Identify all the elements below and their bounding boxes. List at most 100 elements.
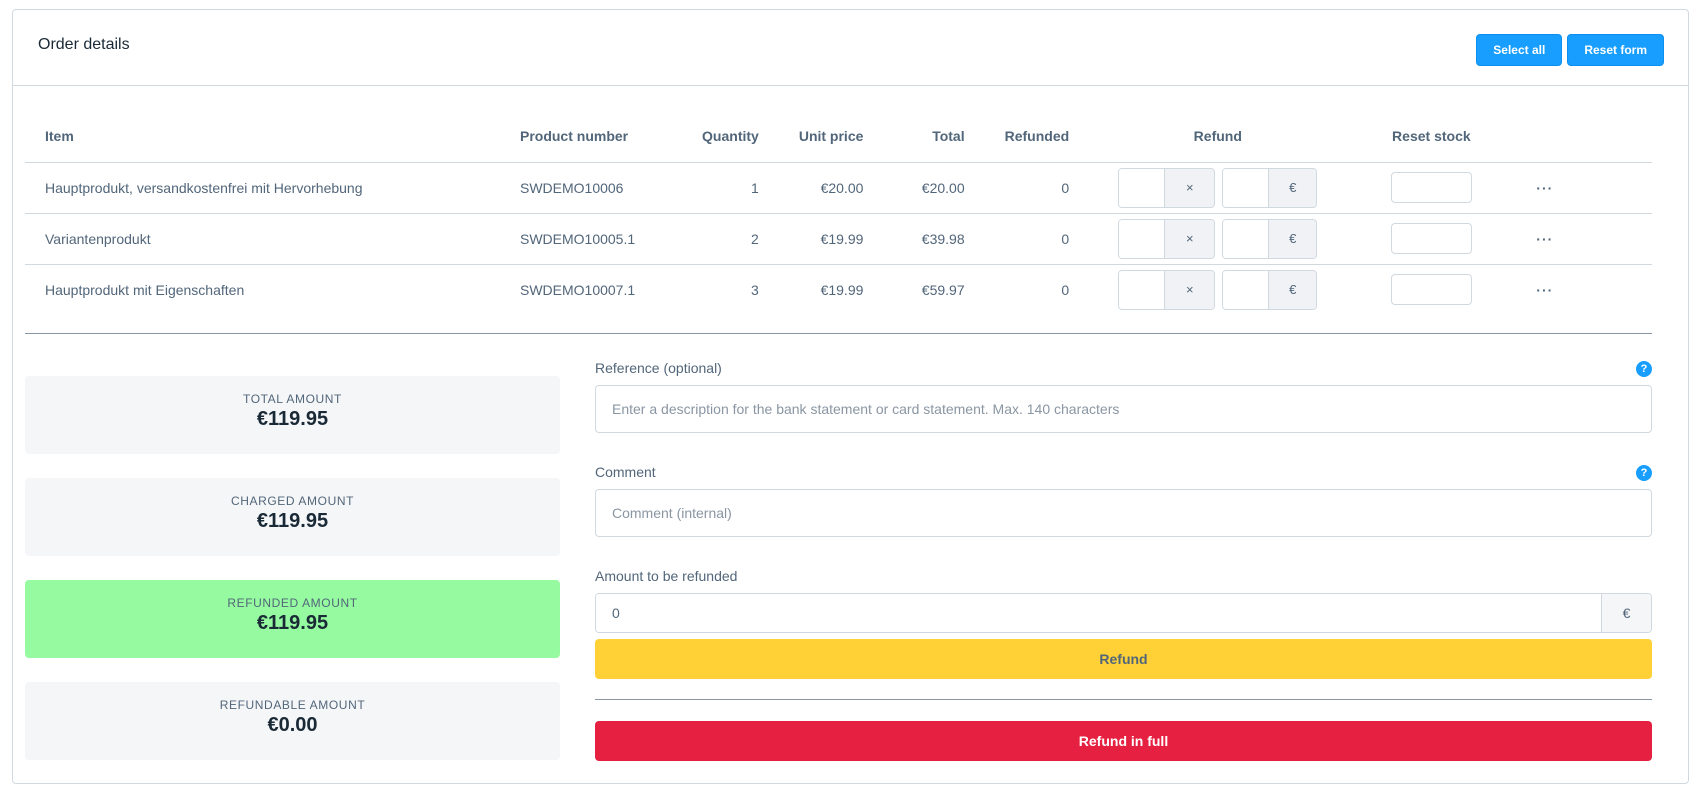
more-options-icon[interactable]: ···: [1536, 230, 1554, 247]
refund-amount-group: €: [1222, 218, 1318, 259]
refund-button[interactable]: Refund: [595, 639, 1652, 679]
page-title: Order details: [38, 36, 130, 53]
unit-price: €20.00: [778, 162, 884, 214]
form-divider: [595, 699, 1652, 700]
col-refund: Refund: [1089, 111, 1347, 163]
refund-amount-input[interactable]: [1223, 270, 1269, 309]
refund-quantity-input[interactable]: [1119, 270, 1165, 309]
charged-amount-box: CHARGED AMOUNT €119.95: [25, 478, 560, 556]
header-actions: Select all Reset form: [1476, 34, 1664, 66]
reference-label-row: Reference (optional) ?: [595, 360, 1652, 380]
refund-cell: × €: [1089, 162, 1347, 214]
reset-stock-input[interactable]: [1390, 172, 1472, 203]
reference-label: Reference (optional): [595, 360, 722, 376]
refunded-quantity: 0: [984, 213, 1090, 265]
reset-stock-input[interactable]: [1390, 223, 1472, 254]
more-options-icon[interactable]: ···: [1536, 281, 1554, 298]
col-quantity: Quantity: [669, 111, 779, 163]
refund-button-wrap: Refund: [595, 639, 1652, 679]
comment-field-wrap: [595, 489, 1652, 537]
refund-quantity-group: ×: [1118, 167, 1216, 208]
table-row: Hauptprodukt, versandkostenfrei mit Herv…: [25, 162, 1652, 214]
col-actions: [1516, 111, 1652, 163]
currency-addon: €: [1268, 270, 1317, 309]
refund-amount-group: €: [1222, 269, 1318, 310]
col-product-number: Product number: [499, 111, 670, 163]
refund-quantity-group: ×: [1118, 269, 1216, 310]
section-divider: [25, 333, 1652, 334]
times-icon: ×: [1164, 168, 1215, 207]
card-header: Order details Select all Reset form: [13, 10, 1688, 86]
refunded-quantity: 0: [1061, 281, 1070, 298]
item-name: Hauptprodukt, versandkostenfrei mit Herv…: [25, 162, 500, 214]
reset-stock-cell: [1346, 213, 1517, 265]
table-header-row: Item Product number Quantity Unit price …: [25, 111, 1652, 163]
table-row: Variantenprodukt SWDEMO10005.1 2 €19.99 …: [25, 213, 1652, 265]
col-unit-price: Unit price: [778, 111, 884, 163]
refund-cell: × €: [1089, 264, 1346, 315]
refund-in-full-button[interactable]: Refund in full: [595, 721, 1652, 761]
times-icon: ×: [1164, 219, 1215, 258]
quantity: 3: [751, 281, 759, 298]
unit-price: €19.99: [778, 213, 884, 265]
charged-amount-value: €119.95: [256, 510, 329, 532]
refund-quantity-group: ×: [1118, 218, 1216, 259]
form-divider-wrap: [595, 699, 1652, 700]
refunded-amount-box: REFUNDED AMOUNT €119.95: [25, 580, 560, 658]
amount-input[interactable]: [596, 594, 1601, 632]
unit-price: €19.99: [820, 281, 864, 298]
row-actions-cell: ···: [1516, 162, 1652, 214]
line-total: €39.98: [883, 213, 985, 265]
refund-amount-input[interactable]: [1223, 168, 1269, 207]
reset-stock-cell: [1346, 264, 1516, 315]
select-all-button[interactable]: Select all: [1476, 34, 1563, 66]
comment-input[interactable]: [595, 489, 1652, 537]
item-name: Hauptprodukt mit Eigenschaften: [45, 281, 245, 298]
reset-stock-cell: [1346, 162, 1517, 214]
col-total: Total: [883, 111, 985, 163]
total-amount-label: TOTAL AMOUNT: [243, 392, 342, 406]
refunded-amount-value: €119.95: [256, 612, 329, 634]
col-refunded: Refunded: [984, 111, 1090, 163]
refunded-amount-label: REFUNDED AMOUNT: [227, 596, 358, 610]
amount-label-row: Amount to be refunded: [595, 568, 1652, 588]
table-row: Hauptprodukt mit Eigenschaften SWDEMO100…: [25, 264, 1652, 315]
comment-label-row: Comment ?: [595, 464, 1652, 484]
help-icon[interactable]: ?: [1636, 465, 1652, 481]
currency-addon: €: [1601, 594, 1651, 632]
order-items-table: Item Product number Quantity Unit price …: [25, 111, 1652, 315]
quantity: 2: [669, 213, 779, 265]
refundable-amount-value: €0.00: [267, 714, 318, 736]
product-number: SWDEMO10005.1: [499, 213, 670, 265]
more-options-icon[interactable]: ···: [1536, 179, 1554, 196]
reset-stock-input[interactable]: [1390, 274, 1472, 306]
amount-input-group: €: [595, 593, 1652, 633]
refund-amount-input[interactable]: [1223, 219, 1269, 258]
col-reset-stock: Reset stock: [1346, 111, 1517, 163]
charged-amount-label: CHARGED AMOUNT: [230, 494, 355, 508]
currency-addon: €: [1268, 219, 1317, 258]
help-icon[interactable]: ?: [1636, 361, 1652, 377]
col-item: Item: [25, 111, 500, 163]
line-total: €20.00: [883, 162, 985, 214]
refundable-amount-box: REFUNDABLE AMOUNT €0.00: [25, 682, 560, 760]
product-number: SWDEMO10007.1: [519, 281, 636, 298]
times-icon: ×: [1164, 270, 1215, 309]
reference-input[interactable]: [595, 385, 1652, 433]
refund-amount-group: €: [1222, 167, 1318, 208]
total-amount-box: TOTAL AMOUNT €119.95: [25, 376, 560, 454]
refund-quantity-input[interactable]: [1119, 219, 1165, 258]
reference-field-wrap: [595, 385, 1652, 433]
refund-full-button-wrap: Refund in full: [595, 721, 1652, 761]
product-number: SWDEMO10006: [499, 162, 670, 214]
item-name: Variantenprodukt: [25, 213, 500, 265]
amount-label: Amount to be refunded: [595, 568, 738, 584]
currency-addon: €: [1268, 168, 1317, 207]
row-actions-cell: ···: [1516, 264, 1652, 315]
row-actions-cell: ···: [1516, 213, 1652, 265]
quantity: 1: [669, 162, 779, 214]
reset-form-button[interactable]: Reset form: [1567, 34, 1664, 66]
refunded-quantity: 0: [984, 162, 1090, 214]
refund-quantity-input[interactable]: [1119, 168, 1165, 207]
refundable-amount-label: REFUNDABLE AMOUNT: [219, 698, 366, 712]
